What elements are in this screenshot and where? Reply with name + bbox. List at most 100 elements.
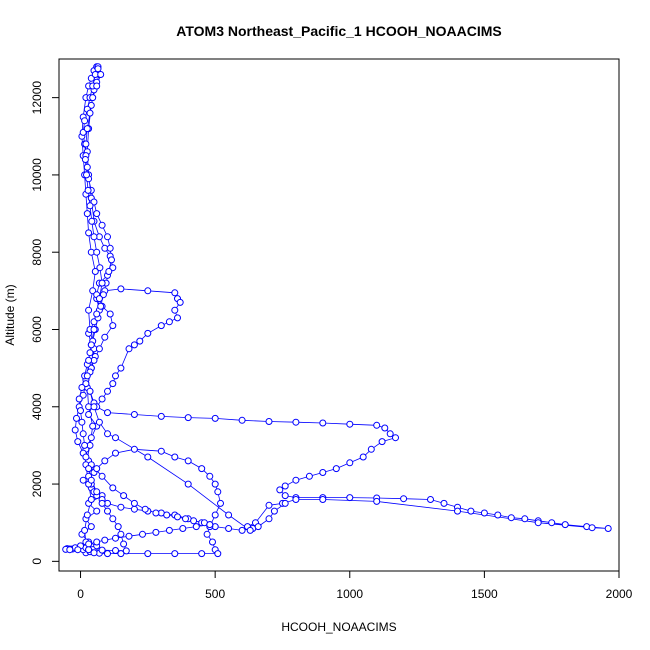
data-point — [171, 289, 179, 297]
data-point — [112, 434, 119, 442]
data-point — [101, 536, 109, 544]
y-axis-label: Altitude (m) — [3, 284, 17, 345]
data-point — [82, 140, 90, 148]
data-point — [152, 509, 160, 517]
data-point — [83, 125, 91, 133]
data-point — [373, 421, 381, 429]
data-point — [238, 526, 246, 534]
data-point — [198, 465, 206, 473]
data-point — [77, 407, 84, 415]
data-point — [225, 511, 233, 519]
x-axis: 0 500 1000 1500 2000 — [77, 570, 633, 601]
data-point — [130, 341, 138, 349]
data-point — [281, 482, 289, 490]
data-point — [561, 521, 569, 529]
data-point — [292, 418, 300, 426]
data-point — [112, 372, 119, 380]
data-point — [106, 310, 114, 318]
data-point — [109, 515, 117, 523]
data-point — [211, 414, 219, 422]
data-point — [93, 210, 101, 218]
data-point — [87, 341, 95, 349]
data-point — [95, 418, 103, 426]
data-point — [93, 465, 101, 473]
data-point — [130, 445, 138, 453]
data-point — [85, 465, 93, 473]
y-tick-label: 2000 — [30, 470, 44, 497]
data-point — [98, 221, 106, 229]
data-point — [604, 525, 612, 532]
data-point — [209, 538, 216, 546]
data-point — [588, 524, 596, 532]
data-point — [83, 210, 91, 218]
x-axis-label: HCOOH_NOAACIMS — [281, 620, 396, 634]
data-point — [400, 495, 408, 503]
data-point — [206, 472, 214, 480]
data-point — [112, 547, 119, 554]
data-point — [104, 550, 111, 558]
data-point — [86, 109, 94, 117]
data-point — [206, 521, 214, 529]
data-point — [87, 476, 95, 484]
data-point — [125, 345, 133, 353]
data-point — [319, 496, 327, 503]
data-point — [86, 349, 94, 357]
data-point — [171, 453, 179, 461]
data-point — [78, 384, 86, 391]
data-point — [214, 550, 222, 558]
data-point — [104, 409, 111, 417]
data-point — [163, 511, 171, 519]
data-point — [182, 515, 189, 523]
data-point — [507, 514, 515, 522]
data-point — [521, 515, 529, 523]
data-point — [179, 525, 187, 532]
data-point — [83, 171, 90, 179]
data-point — [214, 488, 222, 496]
data-point — [109, 380, 117, 388]
data-point — [93, 538, 101, 546]
y-axis: 0 2000 4000 6000 8000 10000 12000 — [30, 81, 60, 565]
data-point — [117, 550, 125, 558]
data-point — [93, 507, 101, 515]
data-point — [93, 310, 101, 318]
data-point — [105, 268, 113, 275]
data-point — [104, 233, 111, 241]
data-point — [95, 295, 103, 303]
data-point — [94, 65, 102, 73]
data-point — [95, 345, 103, 353]
data-point — [81, 117, 89, 125]
data-point — [85, 546, 93, 554]
data-point — [319, 419, 327, 427]
data-point — [176, 298, 184, 306]
data-point — [122, 547, 130, 555]
data-point — [211, 480, 219, 488]
data-point — [270, 507, 278, 515]
x-tick-label: 1000 — [336, 587, 363, 601]
data-point — [305, 472, 313, 480]
data-point — [117, 503, 125, 511]
data-point — [427, 496, 434, 503]
data-point — [165, 318, 173, 326]
data-point — [192, 523, 200, 531]
data-point — [75, 395, 83, 403]
data-point — [346, 459, 354, 467]
data-point — [101, 333, 109, 341]
data-point — [276, 486, 284, 494]
data-point — [130, 411, 138, 418]
data-point — [73, 414, 80, 422]
data-point — [346, 494, 354, 502]
data-point — [81, 156, 89, 163]
data-point — [112, 449, 119, 457]
data-point — [117, 364, 125, 372]
data-point — [130, 499, 138, 507]
data-point — [494, 511, 502, 519]
data-point — [81, 441, 89, 449]
data-point — [74, 438, 82, 446]
data-point — [211, 511, 219, 519]
data-point — [87, 496, 95, 503]
data-point — [454, 507, 461, 515]
x-tick-label: 1500 — [471, 587, 498, 601]
y-tick-label: 6000 — [30, 316, 44, 343]
